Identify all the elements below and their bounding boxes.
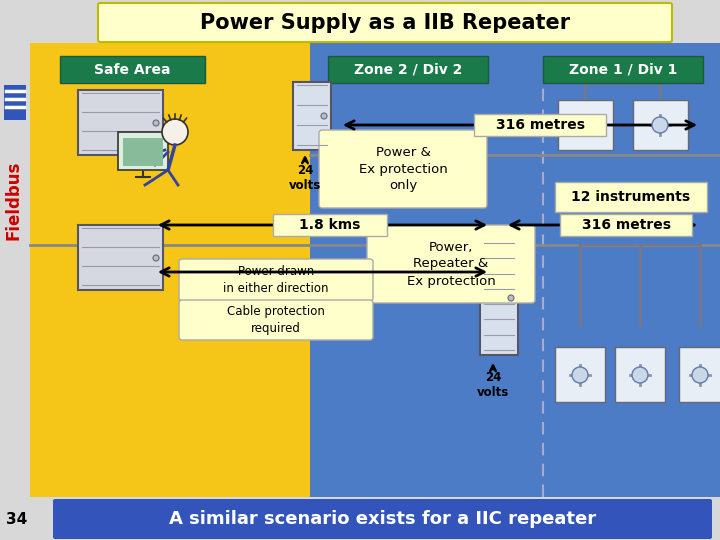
- Bar: [679, 347, 720, 402]
- Text: Zone 1 / Div 1: Zone 1 / Div 1: [569, 63, 678, 77]
- Bar: [78, 90, 163, 155]
- Text: 316 metres: 316 metres: [582, 218, 670, 232]
- FancyBboxPatch shape: [555, 182, 707, 212]
- Bar: [293, 82, 331, 150]
- Bar: [4, 85, 26, 120]
- Text: Power Supply as a IIB Repeater: Power Supply as a IIB Repeater: [200, 13, 570, 33]
- Circle shape: [508, 295, 514, 301]
- Bar: [123, 138, 163, 166]
- Bar: [558, 100, 613, 150]
- Bar: [328, 56, 488, 83]
- FancyBboxPatch shape: [474, 114, 606, 136]
- Circle shape: [577, 117, 593, 133]
- Text: 24
volts: 24 volts: [289, 164, 321, 192]
- Bar: [30, 43, 310, 497]
- Bar: [615, 347, 665, 402]
- Circle shape: [632, 367, 648, 383]
- Bar: [633, 100, 688, 150]
- FancyBboxPatch shape: [179, 300, 373, 340]
- Circle shape: [153, 255, 159, 261]
- FancyBboxPatch shape: [98, 3, 672, 42]
- Bar: [543, 56, 703, 83]
- Text: Power &
Ex protection
only: Power & Ex protection only: [359, 145, 447, 192]
- FancyBboxPatch shape: [319, 130, 487, 208]
- Circle shape: [692, 367, 708, 383]
- Text: 24
volts: 24 volts: [477, 371, 509, 399]
- Circle shape: [153, 120, 159, 126]
- Circle shape: [162, 119, 188, 145]
- Bar: [0, 0, 30, 540]
- Bar: [555, 347, 605, 402]
- FancyBboxPatch shape: [560, 214, 692, 236]
- Text: Zone 2 / Div 2: Zone 2 / Div 2: [354, 63, 462, 77]
- Circle shape: [572, 367, 588, 383]
- Bar: [310, 43, 720, 497]
- Text: Cable protection
required: Cable protection required: [227, 305, 325, 335]
- Text: 1.8 kms: 1.8 kms: [300, 218, 361, 232]
- Bar: [78, 225, 163, 290]
- FancyBboxPatch shape: [273, 214, 387, 236]
- Bar: [60, 56, 205, 83]
- Text: Fieldbus: Fieldbus: [5, 160, 23, 240]
- FancyBboxPatch shape: [179, 259, 373, 301]
- Text: A similar scenario exists for a IIC repeater: A similar scenario exists for a IIC repe…: [169, 510, 597, 528]
- Circle shape: [321, 113, 327, 119]
- Circle shape: [652, 117, 668, 133]
- Bar: [118, 132, 168, 170]
- Text: Power drawn
in either direction: Power drawn in either direction: [223, 265, 329, 295]
- Text: Safe Area: Safe Area: [94, 63, 171, 77]
- Text: 316 metres: 316 metres: [495, 118, 585, 132]
- Text: 12 instruments: 12 instruments: [572, 190, 690, 204]
- FancyBboxPatch shape: [367, 225, 535, 303]
- Bar: [480, 240, 518, 355]
- FancyBboxPatch shape: [53, 499, 712, 539]
- Text: 34: 34: [6, 511, 27, 526]
- Text: Power,
Repeater &
Ex protection: Power, Repeater & Ex protection: [407, 240, 495, 287]
